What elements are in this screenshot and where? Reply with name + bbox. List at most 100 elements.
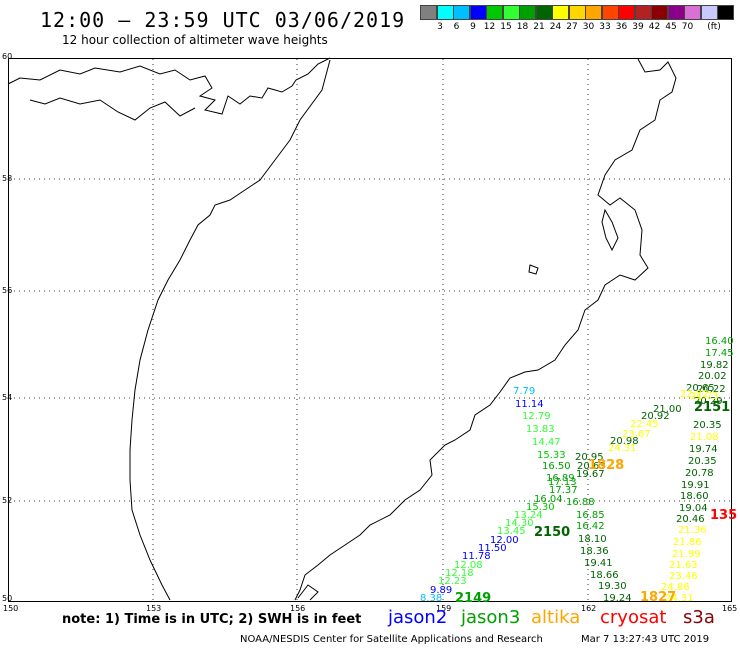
wave-height-label: 20.29 xyxy=(694,396,723,407)
wave-height-label: 20.78 xyxy=(685,468,714,479)
wave-height-label: 11.14 xyxy=(515,399,544,410)
wave-height-label: 18.60 xyxy=(680,491,709,502)
wave-height-label: 21.73 xyxy=(690,391,719,402)
wave-height-label: 23.46 xyxy=(669,571,698,582)
note-text: note: 1) Time is in UTC; 2) SWH is in fe… xyxy=(62,612,362,627)
satellite-cryosat: cryosat xyxy=(600,607,667,628)
wave-height-label: 17.37 xyxy=(549,485,578,496)
wave-height-label: 18.66 xyxy=(590,570,619,581)
coastline xyxy=(7,57,677,601)
wave-height-label: 21.99 xyxy=(672,549,701,560)
wave-height-label: 19.91 xyxy=(681,480,710,491)
wave-height-label: 2149 xyxy=(455,591,492,606)
wave-height-label: 12.00 xyxy=(490,535,519,546)
island-small xyxy=(528,264,539,275)
legend-label: 3 xyxy=(437,22,443,32)
wave-height-label: 19.82 xyxy=(700,360,729,371)
wave-height-label: 11.78 xyxy=(462,551,491,562)
kamchatka-west-coast xyxy=(129,59,331,601)
lat-label-60: 60 xyxy=(2,52,13,61)
wave-height-label: 16.40 xyxy=(705,336,734,347)
graticule xyxy=(9,59,731,601)
wave-height-label: 20.95 xyxy=(575,452,604,463)
okhotsk-north-coast-inlet xyxy=(29,97,196,121)
wave-height-label: 21.08 xyxy=(690,432,719,443)
wave-height-label: 21.86 xyxy=(673,537,702,548)
lon-label-159: 159 xyxy=(436,604,452,613)
legend-swatch xyxy=(717,5,734,20)
wave-height-label: 16.88 xyxy=(566,497,595,508)
footer-timestamp: Mar 7 13:27:43 UTC 2019 xyxy=(581,634,710,645)
legend-label: 27 xyxy=(566,22,578,32)
legend-label: 42 xyxy=(648,22,661,32)
wave-height-label: 17.13 xyxy=(548,477,577,488)
lat-label-50: 50 xyxy=(2,594,13,603)
wave-height-label: 16.04 xyxy=(534,494,563,505)
wave-height-label: 12.79 xyxy=(522,411,551,422)
wave-height-label: 135 xyxy=(710,508,738,523)
wave-height-label: 20.98 xyxy=(610,436,639,447)
wave-height-label: 21.00 xyxy=(653,404,682,415)
lon-label-150: 150 xyxy=(3,604,19,613)
legend-label: 39 xyxy=(632,22,644,32)
satellite-s3a: s3a xyxy=(683,607,715,628)
map-frame xyxy=(8,58,732,602)
wave-height-label: 23.67 xyxy=(622,429,651,440)
wave-height-label: 16.50 xyxy=(542,461,571,472)
lon-label-156: 156 xyxy=(290,604,306,613)
wave-height-label: 24.31 xyxy=(608,443,637,454)
wave-height-label: 20.35 xyxy=(693,420,722,431)
wave-height-label: 12.18 xyxy=(445,568,474,579)
wave-height-label: 20.02 xyxy=(698,371,727,382)
legend-label: 45 xyxy=(665,22,677,32)
wave-height-label: 16.85 xyxy=(576,510,605,521)
wave-height-label: 24.31 xyxy=(665,593,694,604)
wave-height-label: 18.10 xyxy=(578,534,607,545)
wave-height-label: 20.65 xyxy=(686,383,715,394)
wave-height-label: 24.86 xyxy=(661,582,690,593)
legend-label: 21 xyxy=(533,22,545,32)
legend-unit: (ft) xyxy=(707,22,721,32)
wave-height-label: 19.74 xyxy=(689,444,718,455)
wave-height-label: 13.45 xyxy=(497,526,526,537)
legend-label: 33 xyxy=(599,22,611,32)
wave-height-label: 2150 xyxy=(534,525,571,540)
wave-height-label: 18.36 xyxy=(580,546,609,557)
satellite-jason2: jason2 xyxy=(388,607,448,628)
lon-label-165: 165 xyxy=(722,604,738,613)
lon-label-153: 153 xyxy=(146,604,162,613)
legend-label: 9 xyxy=(470,22,476,32)
island-karaginsky xyxy=(601,208,619,252)
lat-label-56: 56 xyxy=(2,286,13,295)
wave-height-label: 22.45 xyxy=(630,419,659,430)
wave-height-label: 19.30 xyxy=(598,581,627,592)
legend-label: 36 xyxy=(615,22,628,32)
lat-label-54: 54 xyxy=(2,393,13,402)
wave-height-label: 13.24 xyxy=(514,510,543,521)
wave-height-label: 12.08 xyxy=(454,560,483,571)
wave-height-label: 20.35 xyxy=(688,456,717,467)
wave-height-label: 15.33 xyxy=(537,450,566,461)
kamchatka-southern-tip xyxy=(297,584,319,601)
lat-label-52: 52 xyxy=(2,496,13,505)
wave-height-label: 21.63 xyxy=(669,560,698,571)
wave-height-label: 21.36 xyxy=(678,525,707,536)
wave-height-label: 20.22 xyxy=(697,384,726,395)
wave-height-label: 8.38 xyxy=(420,593,443,604)
satellite-jason3: jason3 xyxy=(461,607,521,628)
wave-height-label: 14.47 xyxy=(532,437,561,448)
wave-height-label: 13.83 xyxy=(526,424,555,435)
legend-label: 15 xyxy=(500,22,512,32)
legend-label: 70 xyxy=(681,22,694,32)
wave-height-label: 9.89 xyxy=(430,585,453,596)
legend-label: 6 xyxy=(453,22,460,32)
legend-label: 24 xyxy=(549,22,562,32)
lat-label-58: 58 xyxy=(2,174,13,183)
wave-height-label: 16.89 xyxy=(546,473,575,484)
wave-height-label: 12.23 xyxy=(438,576,467,587)
legend-label: 18 xyxy=(516,22,529,32)
satellite-altika: altika xyxy=(531,607,581,628)
wave-height-label: 19.04 xyxy=(679,503,708,514)
wave-height-label: 17.45 xyxy=(705,348,734,359)
